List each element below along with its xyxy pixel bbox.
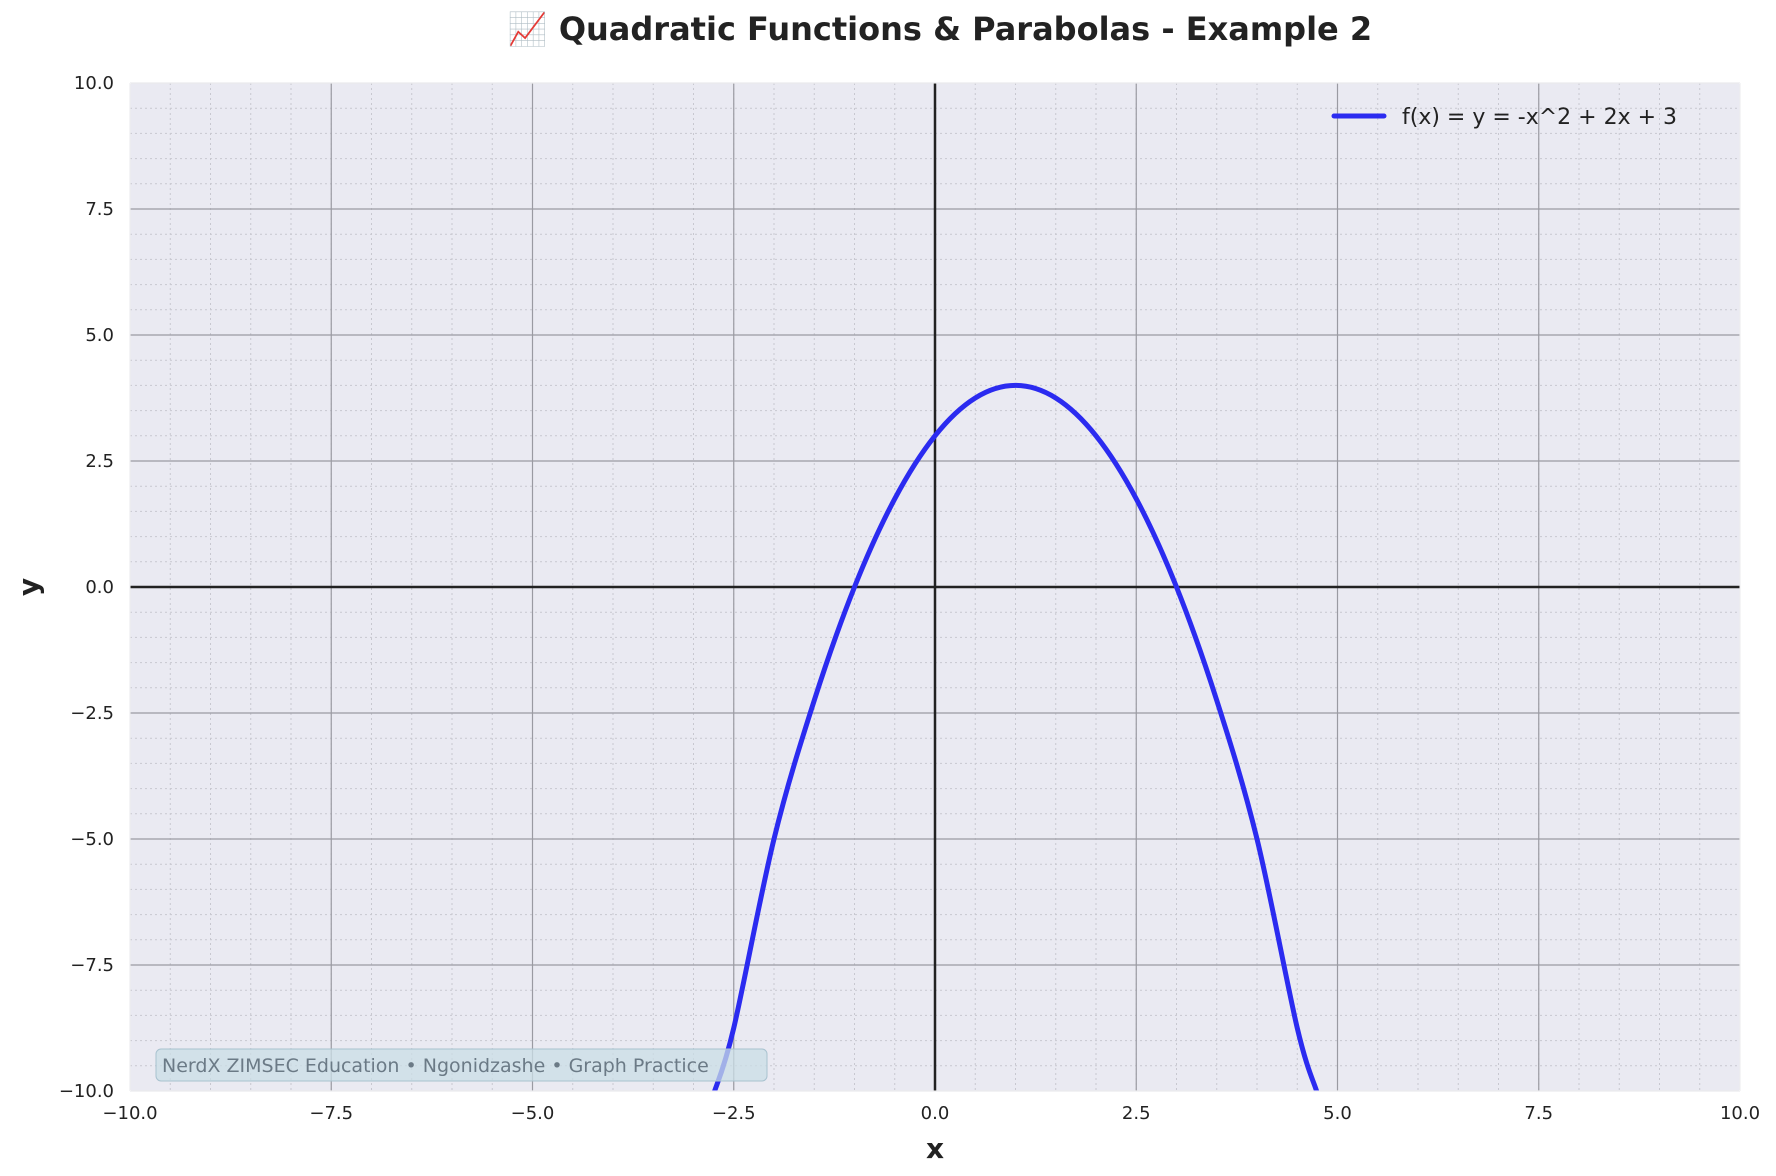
y-tick-label: 7.5 (85, 199, 114, 220)
x-tick-label: −10.0 (102, 1103, 157, 1124)
zero-axes (130, 83, 1740, 1091)
x-tick-label: 2.5 (1122, 1103, 1151, 1124)
y-tick-label: 0.0 (85, 577, 114, 598)
x-tick-label: 7.5 (1524, 1103, 1553, 1124)
x-tick-label: −2.5 (712, 1103, 756, 1124)
y-tick-label: 5.0 (85, 325, 114, 346)
y-tick-label: 10.0 (74, 73, 114, 94)
y-tick-label: −5.0 (70, 829, 114, 850)
watermark-annotation: NerdX ZIMSEC Education • Ngonidzashe • G… (155, 1048, 768, 1082)
x-axis-ticks: −10.0 −7.5 −5.0 −2.5 0.0 2.5 5.0 7.5 10.0 (102, 1103, 1760, 1124)
y-tick-label: −2.5 (70, 703, 114, 724)
x-tick-label: −5.0 (511, 1103, 555, 1124)
watermark-text: NerdX ZIMSEC Education • Ngonidzashe • G… (162, 1055, 709, 1077)
legend-label: f(x) = y = -x^2 + 2x + 3 (1402, 105, 1677, 130)
y-axis-label: y (12, 578, 45, 596)
x-tick-label: 5.0 (1323, 1103, 1352, 1124)
x-tick-label: 10.0 (1720, 1103, 1760, 1124)
y-tick-label: −7.5 (70, 955, 114, 976)
y-axis-ticks: 10.0 7.5 5.0 2.5 0.0 −2.5 −5.0 −7.5 −10.0 (59, 73, 114, 1102)
y-tick-label: 2.5 (85, 451, 114, 472)
chart-title: 📈 Quadratic Functions & Parabolas - Exam… (508, 10, 1372, 48)
x-tick-label: −7.5 (309, 1103, 353, 1124)
plot-frame (129, 82, 1741, 1092)
watermark-box (155, 1048, 768, 1082)
series-line-parabola (711, 382, 1320, 1091)
x-axis-label: x (926, 1132, 944, 1165)
y-tick-label: −10.0 (59, 1081, 114, 1102)
legend: f(x) = y = -x^2 + 2x + 3 (1331, 105, 1677, 130)
x-tick-label: 0.0 (921, 1103, 950, 1124)
